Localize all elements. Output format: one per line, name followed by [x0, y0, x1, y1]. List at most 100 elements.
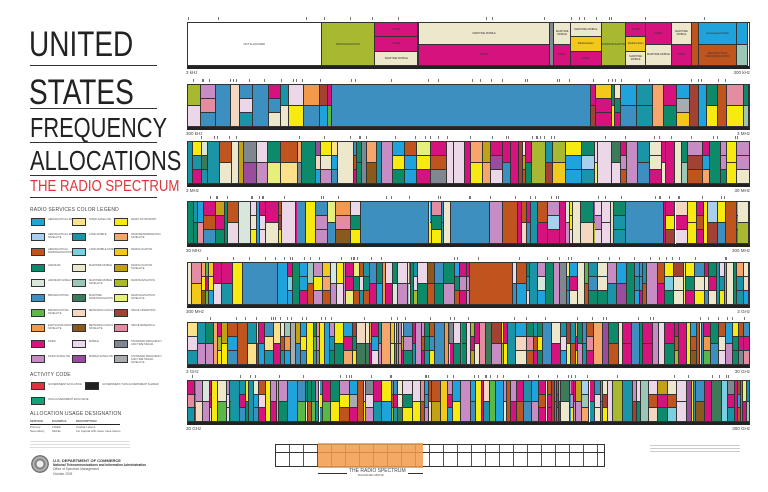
- allocation-block[interactable]: [239, 381, 246, 422]
- allocation-block[interactable]: [297, 202, 306, 244]
- allocation-block[interactable]: [740, 381, 744, 422]
- allocation-block[interactable]: [734, 263, 738, 305]
- allocation-block[interactable]: [391, 323, 395, 365]
- allocation-block[interactable]: [205, 323, 215, 365]
- allocation-block[interactable]: [338, 142, 354, 184]
- allocation-block[interactable]: [363, 263, 370, 305]
- allocation-block[interactable]: [548, 202, 560, 244]
- allocation-block[interactable]: [350, 381, 359, 422]
- allocation-block[interactable]: [401, 323, 404, 365]
- allocation-block[interactable]: [202, 142, 209, 184]
- allocation-block[interactable]: [593, 202, 596, 244]
- allocation-block[interactable]: [725, 202, 737, 244]
- allocation-block[interactable]: [373, 381, 382, 422]
- allocation-block[interactable]: [399, 323, 402, 365]
- allocation-block[interactable]: [551, 323, 561, 365]
- allocation-block[interactable]: [295, 202, 298, 244]
- allocation-block[interactable]: [727, 263, 735, 305]
- allocation-block[interactable]: [218, 323, 222, 365]
- allocation-block[interactable]: [675, 202, 689, 244]
- allocation-block[interactable]: [307, 381, 313, 422]
- allocation-block[interactable]: [608, 263, 617, 305]
- allocation-block[interactable]: [229, 381, 232, 422]
- allocation-block[interactable]: [430, 323, 436, 365]
- allocation-block[interactable]: [295, 323, 301, 365]
- allocation-block[interactable]: [727, 85, 744, 127]
- allocation-block[interactable]: [277, 263, 288, 305]
- allocation-block[interactable]: [460, 323, 463, 365]
- allocation-block[interactable]: [441, 381, 449, 422]
- allocation-block[interactable]: [569, 202, 574, 244]
- allocation-block[interactable]: [450, 323, 454, 365]
- allocation-block[interactable]: [578, 263, 585, 305]
- allocation-block[interactable]: [737, 263, 744, 305]
- allocation-block[interactable]: [708, 202, 719, 244]
- allocation-block[interactable]: [601, 381, 604, 422]
- allocation-block[interactable]: [459, 263, 468, 305]
- allocation-block[interactable]: [194, 381, 197, 422]
- allocation-block[interactable]: [552, 381, 555, 422]
- allocation-block[interactable]: [717, 263, 721, 305]
- allocation-block[interactable]: [298, 142, 303, 184]
- allocation-block[interactable]: [648, 381, 659, 422]
- allocation-block[interactable]: [316, 323, 320, 365]
- allocation-block[interactable]: [422, 323, 425, 365]
- allocation-block[interactable]: [188, 142, 193, 184]
- allocation-block[interactable]: [620, 142, 628, 184]
- allocation-block[interactable]: [744, 323, 749, 365]
- allocation-block[interactable]: [297, 381, 306, 422]
- allocation-block[interactable]: [504, 381, 507, 422]
- allocation-block[interactable]: [435, 263, 445, 305]
- allocation-block[interactable]: [560, 323, 567, 365]
- allocation-block[interactable]: [428, 202, 431, 244]
- allocation-block[interactable]: [466, 323, 471, 365]
- allocation-block[interactable]: [330, 263, 338, 305]
- allocation-block[interactable]: [238, 323, 249, 365]
- allocation-block[interactable]: [323, 263, 331, 305]
- allocation-block[interactable]: [256, 202, 260, 244]
- allocation-block[interactable]: [290, 323, 296, 365]
- allocation-block[interactable]: [720, 142, 727, 184]
- allocation-block[interactable]: [718, 323, 726, 365]
- allocation-block[interactable]: [231, 85, 241, 127]
- allocation-block[interactable]: [529, 263, 538, 305]
- allocation-block[interactable]: [320, 142, 332, 184]
- allocation-block[interactable]: [208, 142, 220, 184]
- allocation-block[interactable]: [696, 381, 705, 422]
- allocation-block[interactable]: [441, 202, 445, 244]
- allocation-block[interactable]: [664, 202, 666, 244]
- allocation-block[interactable]: [353, 323, 357, 365]
- allocation-block[interactable]: [523, 381, 533, 422]
- allocation-block[interactable]: [640, 263, 643, 305]
- allocation-block[interactable]: [243, 142, 258, 184]
- allocation-block[interactable]: [219, 142, 232, 184]
- allocation-block[interactable]: [240, 85, 254, 127]
- allocation-block[interactable]: [193, 202, 199, 244]
- allocation-block[interactable]: [490, 202, 504, 244]
- allocation-block[interactable]: [232, 263, 243, 305]
- allocation-block[interactable]: [665, 142, 675, 184]
- allocation-block[interactable]: [201, 263, 207, 305]
- allocation-block[interactable]: [726, 142, 737, 184]
- allocation-block[interactable]: [560, 263, 568, 305]
- allocation-block[interactable]: [335, 202, 351, 244]
- allocation-block[interactable]: [692, 23, 699, 66]
- allocation-block[interactable]: [192, 142, 203, 184]
- allocation-block[interactable]: [231, 142, 240, 184]
- allocation-block[interactable]: RADIONAVIGATION: [321, 23, 376, 66]
- allocation-block[interactable]: [736, 202, 739, 244]
- allocation-block[interactable]: [626, 202, 664, 244]
- allocation-block[interactable]: [667, 381, 677, 422]
- allocation-block[interactable]: [603, 323, 609, 365]
- allocation-block[interactable]: FIXED Radiolocation MARITIME MOBILE: [625, 23, 647, 66]
- allocation-block[interactable]: [649, 142, 662, 184]
- allocation-block[interactable]: [697, 202, 704, 244]
- allocation-block[interactable]: [313, 263, 324, 305]
- allocation-block[interactable]: [627, 142, 639, 184]
- allocation-block[interactable]: [502, 142, 512, 184]
- allocation-block[interactable]: MARITIME MOBILE FIXED: [554, 23, 572, 66]
- allocation-block[interactable]: [227, 202, 239, 244]
- allocation-block[interactable]: [595, 202, 603, 244]
- allocation-block[interactable]: [324, 323, 331, 365]
- allocation-block[interactable]: [710, 323, 719, 365]
